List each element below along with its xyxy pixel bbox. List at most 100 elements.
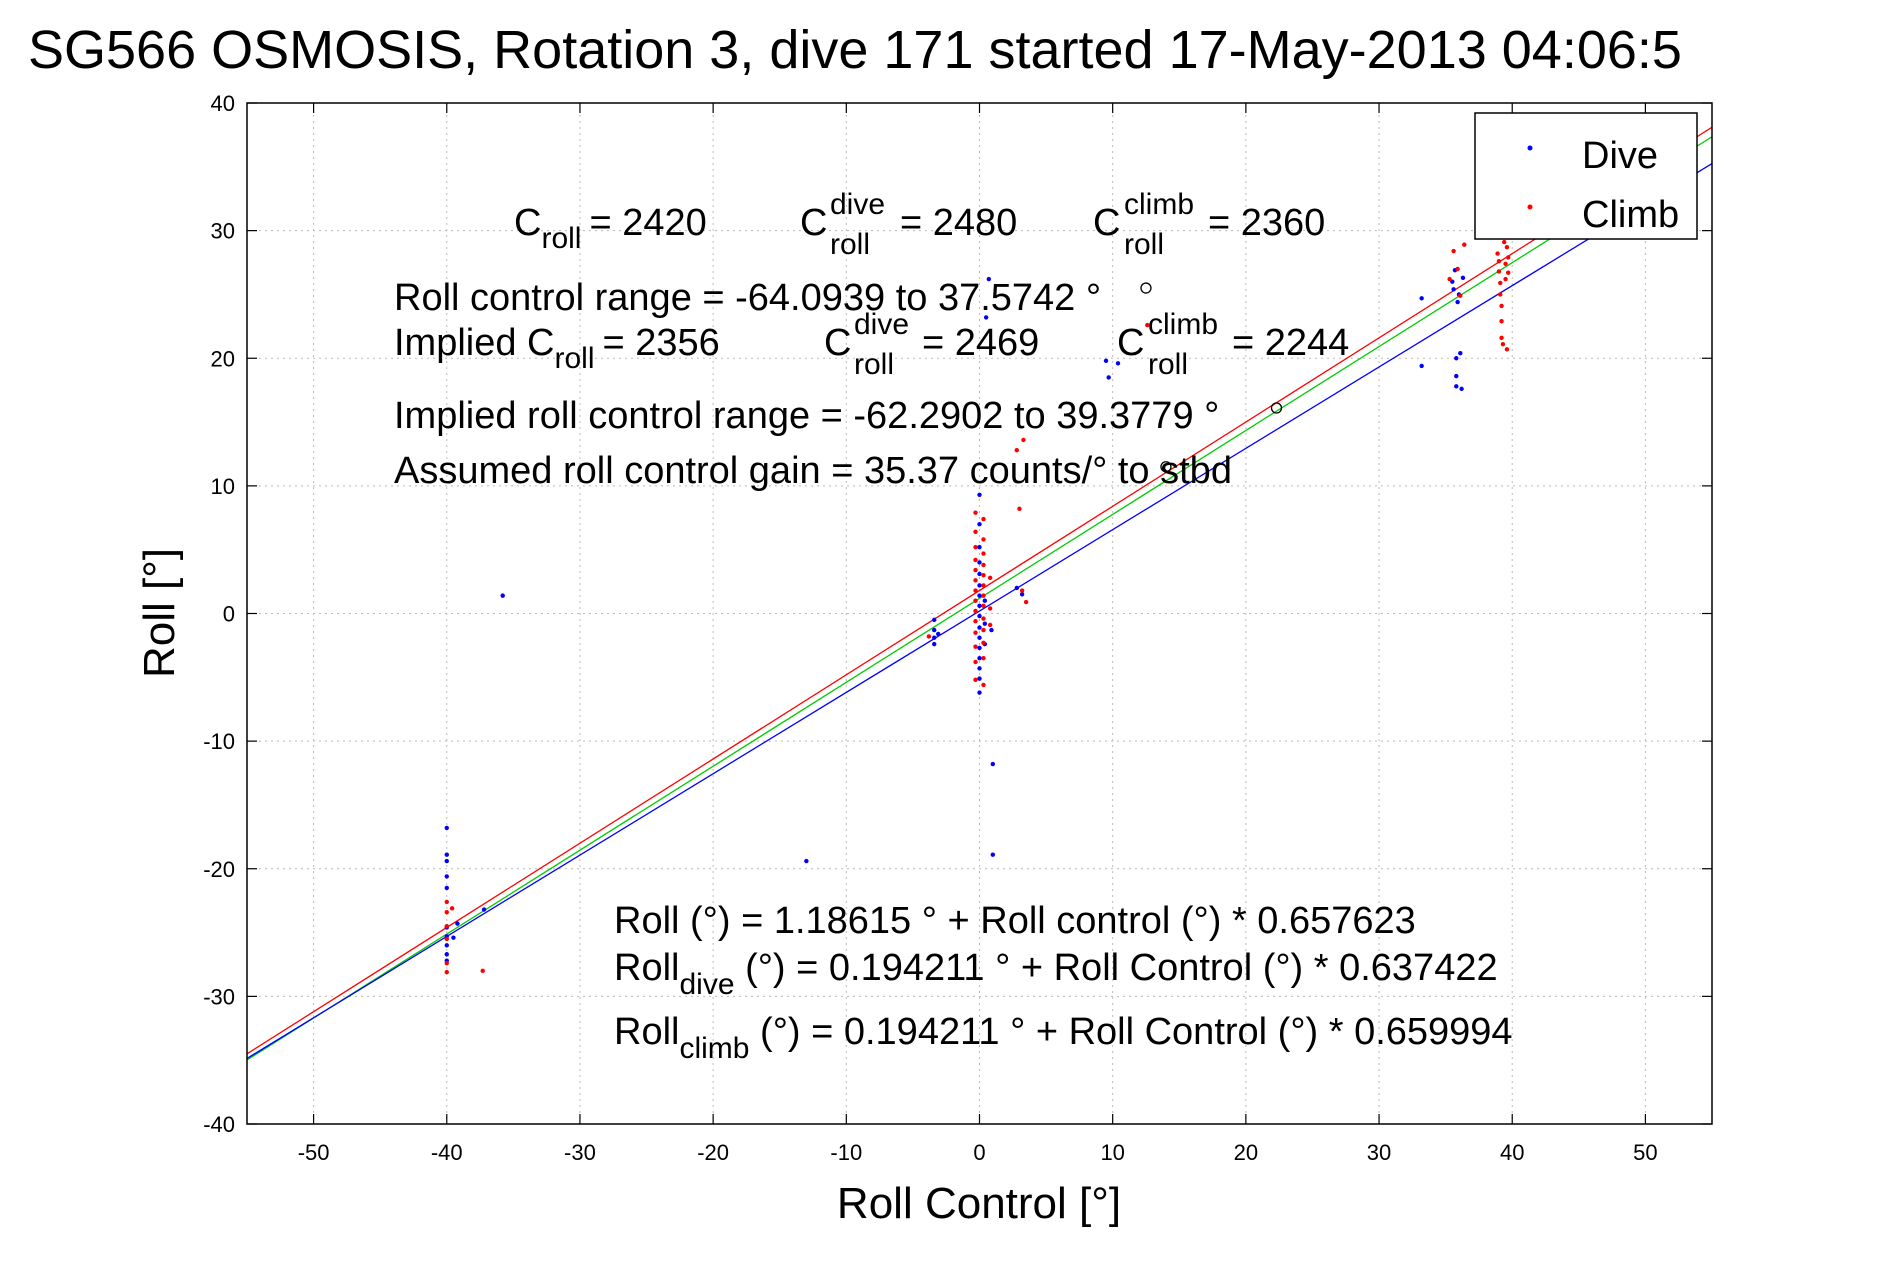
annot-c-roll-dive: C [800, 202, 827, 244]
climb-point [1499, 335, 1504, 341]
x-tick-label: 10 [1100, 1140, 1124, 1165]
dive-point [983, 315, 989, 320]
y-tick-label: -40 [203, 1112, 235, 1137]
climb-point [444, 899, 449, 905]
dive-point [444, 943, 449, 948]
data-points [444, 233, 1511, 975]
climb-point [1145, 322, 1150, 328]
dive-point [444, 858, 449, 864]
climb-point [1500, 342, 1506, 347]
annot-implied-c-dive-val: = 2469 [922, 322, 1039, 364]
dive-point [1454, 373, 1459, 379]
chart-title: SG566 OSMOSIS, Rotation 3, dive 171 star… [28, 20, 1682, 80]
y-tick-label: -30 [203, 984, 235, 1009]
x-tick-label: 50 [1633, 1140, 1657, 1165]
dive-point [932, 627, 937, 633]
annot-range: Roll control range = -64.0939 to 37.5742… [394, 277, 1101, 319]
fit-line [246, 126, 1713, 1055]
dive-point [989, 627, 994, 633]
annot-c-roll-climb-sub: roll [1124, 228, 1164, 261]
y-tick-label: -20 [203, 857, 235, 882]
climb-point [444, 909, 449, 915]
climb-point [981, 655, 986, 661]
y-tick-label: 0 [223, 602, 235, 627]
circle-marker [1160, 461, 1172, 473]
climb-point [449, 906, 455, 911]
dive-point [804, 858, 809, 864]
climb-point [981, 551, 986, 556]
dive-point [1115, 361, 1121, 366]
climb-point [973, 557, 978, 563]
dive-point [451, 935, 456, 940]
y-axis-label: Roll [°] [135, 548, 184, 678]
climb-point [1019, 588, 1025, 593]
climb-point [1496, 259, 1502, 264]
dive-point [932, 641, 937, 647]
annot-fit: Roll (°) = 1.18615 ° + Roll control (°) … [614, 900, 1416, 942]
climb-point [987, 606, 993, 611]
dive-point [977, 544, 982, 550]
dive-point [1019, 592, 1025, 597]
climb-point [1447, 276, 1452, 282]
dive-point [977, 690, 982, 695]
climb-point [1504, 245, 1510, 250]
dive-point [977, 676, 982, 681]
annot-fit-climb: Rollclimb (°) = 0.194211 ° + Roll Contro… [614, 1011, 1513, 1065]
dive-point [932, 617, 937, 623]
climb-point [444, 923, 449, 929]
dive-point [1455, 299, 1460, 305]
y-tick-label: 20 [211, 346, 235, 371]
dive-point [1459, 386, 1464, 392]
dive-point [977, 593, 982, 598]
dive-point [977, 645, 982, 651]
climb-point [973, 644, 978, 649]
x-tick-label: 30 [1367, 1140, 1391, 1165]
dive-point [977, 655, 982, 661]
climb-point [981, 562, 986, 568]
annot-implied-c-climb: C [1117, 322, 1144, 364]
dive-point [977, 583, 982, 588]
climb-point [981, 627, 986, 633]
annot-c-roll-dive-sub: roll [830, 228, 870, 261]
x-tick-label: 0 [973, 1140, 985, 1165]
fit-lines [246, 126, 1713, 1061]
legend: Dive Climb [1474, 112, 1698, 240]
dive-point [977, 625, 982, 630]
annot-c-roll-climb-val: = 2360 [1208, 202, 1325, 244]
x-tick-label: -40 [431, 1140, 463, 1165]
dive-point [444, 852, 449, 857]
climb-point [1014, 447, 1019, 453]
annot-implied-c-climb-sup: climb [1148, 308, 1218, 341]
dive-point [977, 492, 982, 498]
dive-point [986, 276, 992, 282]
annot-implied-c-roll: Implied Croll = 2356 [394, 322, 720, 375]
annot-implied-c-dive-sub: roll [854, 348, 894, 381]
climb-point [480, 968, 485, 974]
dive-point [1106, 375, 1111, 380]
dive-point [990, 761, 996, 767]
y-tick-label: 40 [211, 91, 235, 116]
climb-point [1499, 319, 1504, 324]
climb-point [1503, 261, 1508, 267]
circle-markers [1140, 282, 1283, 473]
climb-point [973, 510, 978, 515]
climb-point [1458, 293, 1463, 298]
climb-point [1023, 599, 1029, 605]
fit-line [246, 136, 1713, 1061]
climb-point [973, 608, 978, 614]
dive-point [1454, 356, 1459, 361]
climb-point [981, 573, 986, 578]
dive-point [977, 521, 982, 527]
climb-point [1504, 347, 1510, 352]
climb-point [973, 677, 978, 683]
dive-point [977, 635, 982, 640]
climb-point [1506, 255, 1511, 260]
annot-c-roll-climb: C [1093, 202, 1120, 244]
climb-point [973, 588, 978, 593]
climb-point [1498, 280, 1503, 286]
dive-point [481, 907, 487, 912]
climb-point [1017, 506, 1022, 512]
y-tick-labels: -40 -30 -20 -10 0 10 20 30 40 [203, 91, 235, 1137]
y-tick-label: 30 [211, 219, 235, 244]
